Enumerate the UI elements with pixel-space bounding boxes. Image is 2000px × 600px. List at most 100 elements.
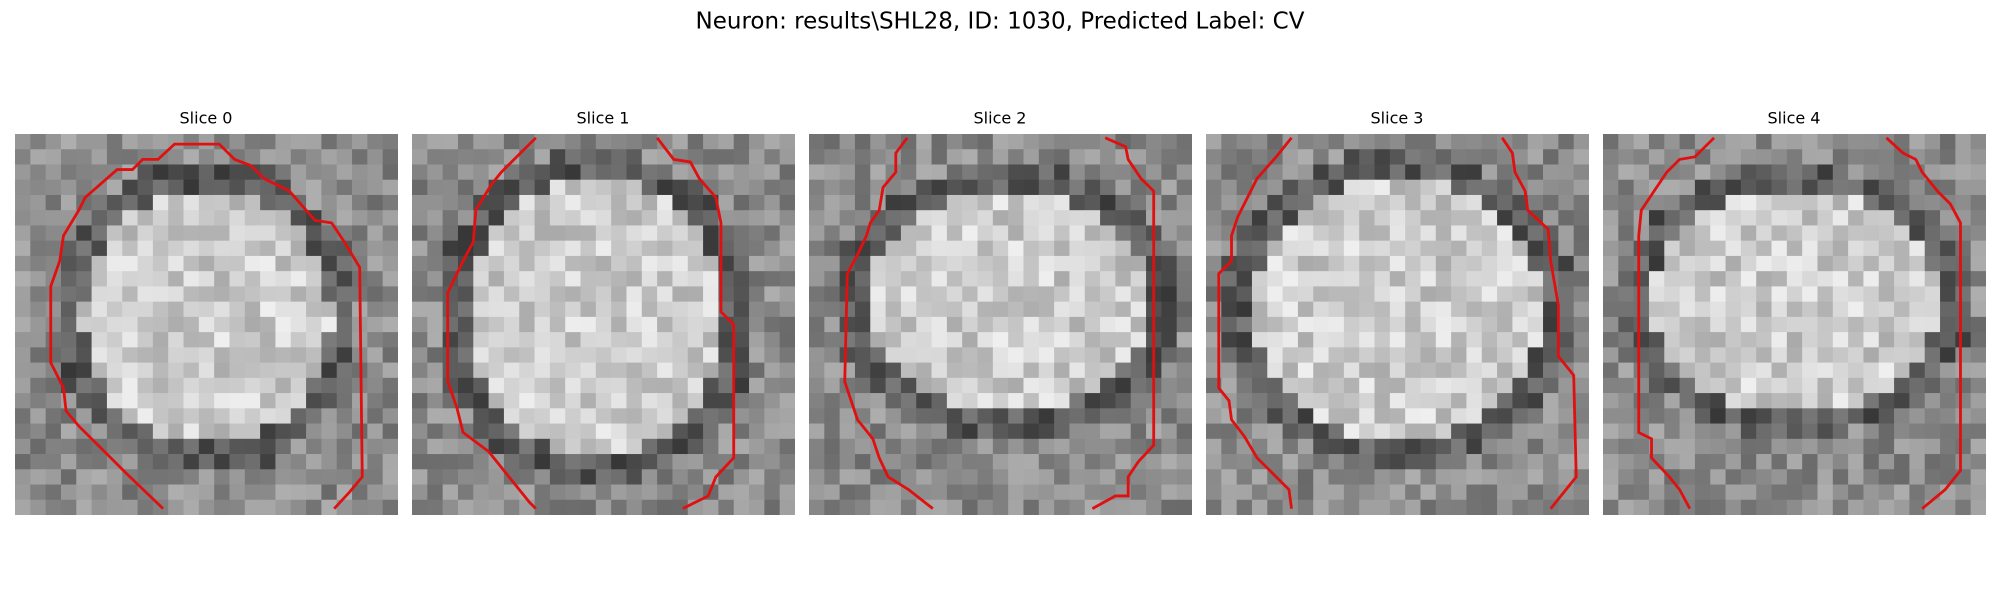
pixel	[198, 408, 215, 424]
pixel	[1894, 164, 1910, 181]
pixel	[1038, 255, 1055, 272]
pixel	[1909, 210, 1926, 226]
pixel	[870, 469, 886, 485]
pixel	[1771, 255, 1788, 272]
pixel	[1481, 438, 1498, 455]
pixel	[91, 454, 108, 470]
pixel	[1648, 362, 1665, 379]
pixel	[1297, 347, 1314, 363]
pixel	[1648, 240, 1665, 257]
pixel	[1878, 316, 1895, 333]
pixel	[870, 240, 886, 257]
pixel	[1054, 271, 1070, 287]
pixel	[1527, 408, 1544, 424]
pixel	[1176, 194, 1192, 211]
pixel	[1251, 271, 1268, 287]
pixel	[1206, 240, 1222, 257]
pixel	[1343, 164, 1360, 181]
pixel	[244, 301, 261, 318]
pixel	[457, 149, 474, 165]
pixel	[1328, 194, 1345, 211]
pixel	[779, 149, 795, 165]
pixel	[1251, 469, 1268, 485]
pixel	[519, 438, 535, 455]
pixel	[534, 149, 551, 165]
pixel	[1725, 393, 1742, 409]
pixel	[1740, 408, 1757, 424]
pixel	[1497, 271, 1513, 287]
pixel	[488, 362, 505, 379]
pixel	[1389, 347, 1406, 363]
pixel	[718, 149, 735, 165]
pixel	[1603, 347, 1619, 363]
pixel	[290, 210, 307, 226]
pixel	[244, 362, 261, 379]
pixel	[137, 377, 154, 394]
pixel	[1451, 423, 1467, 440]
pixel	[1359, 179, 1375, 196]
pixel	[1130, 408, 1147, 424]
pixel	[1909, 149, 1926, 165]
pixel	[1054, 286, 1070, 303]
pixel	[611, 286, 627, 303]
pixel	[1420, 469, 1437, 485]
pixel	[488, 255, 505, 272]
pixel	[152, 469, 169, 485]
pixel	[611, 134, 627, 150]
pixel	[1909, 377, 1926, 394]
pixel	[106, 286, 123, 303]
pixel	[1527, 286, 1544, 303]
pixel	[703, 149, 719, 165]
pixel	[367, 454, 384, 470]
pixel	[290, 499, 307, 515]
pixel	[565, 347, 581, 363]
pixel	[106, 347, 123, 363]
pixel	[1435, 362, 1452, 379]
pixel	[198, 179, 215, 196]
pixel	[1038, 499, 1055, 515]
pixel	[931, 240, 948, 257]
pixel	[992, 362, 1009, 379]
pixel	[549, 438, 566, 455]
pixel	[473, 377, 489, 394]
pixel	[824, 362, 841, 379]
pixel	[1435, 210, 1452, 226]
pixel	[626, 347, 643, 363]
pixel	[946, 332, 963, 348]
contour	[1501, 137, 1578, 510]
pixel	[1694, 332, 1711, 348]
pixel	[321, 255, 338, 272]
pixel	[946, 134, 963, 150]
pixel	[1543, 271, 1559, 287]
pixel	[534, 362, 551, 379]
pixel	[672, 240, 689, 257]
pixel	[1115, 408, 1132, 424]
pixel	[260, 332, 276, 348]
pixel	[229, 499, 246, 515]
pixel	[1267, 225, 1283, 242]
pixel	[1878, 377, 1895, 394]
pixel	[183, 164, 200, 181]
pixel	[1038, 240, 1055, 257]
pixel	[977, 255, 994, 272]
pixel	[1054, 377, 1070, 394]
pixel	[352, 179, 368, 196]
pixel	[229, 271, 246, 287]
pixel	[198, 454, 215, 470]
pixel	[1084, 286, 1101, 303]
pixel	[106, 194, 123, 211]
pixel	[1710, 225, 1726, 242]
pixel	[946, 271, 963, 287]
pixel	[885, 179, 902, 196]
pixel	[779, 301, 795, 318]
pixel	[1970, 332, 1986, 348]
pixel	[1955, 194, 1972, 211]
pixel	[1924, 134, 1941, 150]
pixel	[1497, 484, 1513, 501]
pixel	[1359, 438, 1375, 455]
pixel	[962, 347, 978, 363]
pixel	[1558, 134, 1575, 150]
pixel	[1374, 347, 1391, 363]
pixel	[1405, 164, 1421, 181]
pixel	[1527, 225, 1544, 242]
